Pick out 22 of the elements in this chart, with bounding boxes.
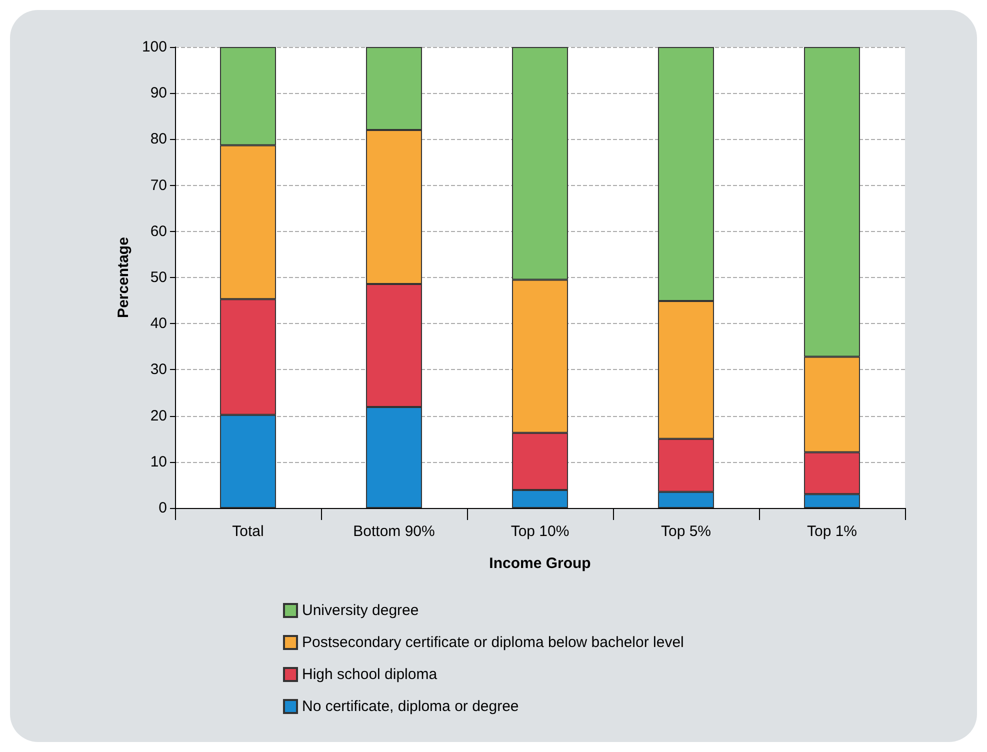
y-tick-label: 90 [150, 84, 167, 102]
y-tick-label: 0 [158, 500, 167, 516]
y-tick-label: 40 [150, 315, 167, 332]
y-tick-label: 60 [150, 222, 167, 240]
x-tick-label: Top 5% [660, 523, 712, 540]
x-axis-title: Income Group [489, 555, 591, 572]
legend-label: No certificate, diploma or degree [302, 698, 519, 715]
legend-label: Postsecondary certificate or diploma below bachelor level [302, 634, 684, 651]
x-tick-label: Top 10% [510, 523, 570, 540]
legend-label: High school diploma [302, 666, 438, 683]
x-tick-label: Total [232, 523, 264, 540]
x-tick-label: Top 1% [806, 523, 858, 540]
y-tick-label: 80 [150, 130, 167, 148]
x-tick-label: Bottom 90% [353, 523, 435, 540]
y-tick-label: 100 [142, 38, 167, 56]
y-tick-label: 70 [150, 176, 167, 194]
y-axis-title: Percentage [115, 237, 132, 318]
y-tick-label: 30 [150, 361, 167, 378]
legend-label: University degree [302, 602, 419, 619]
y-tick-label: 10 [150, 453, 167, 470]
y-tick-label: 50 [150, 269, 167, 286]
y-tick-label: 20 [150, 407, 167, 424]
